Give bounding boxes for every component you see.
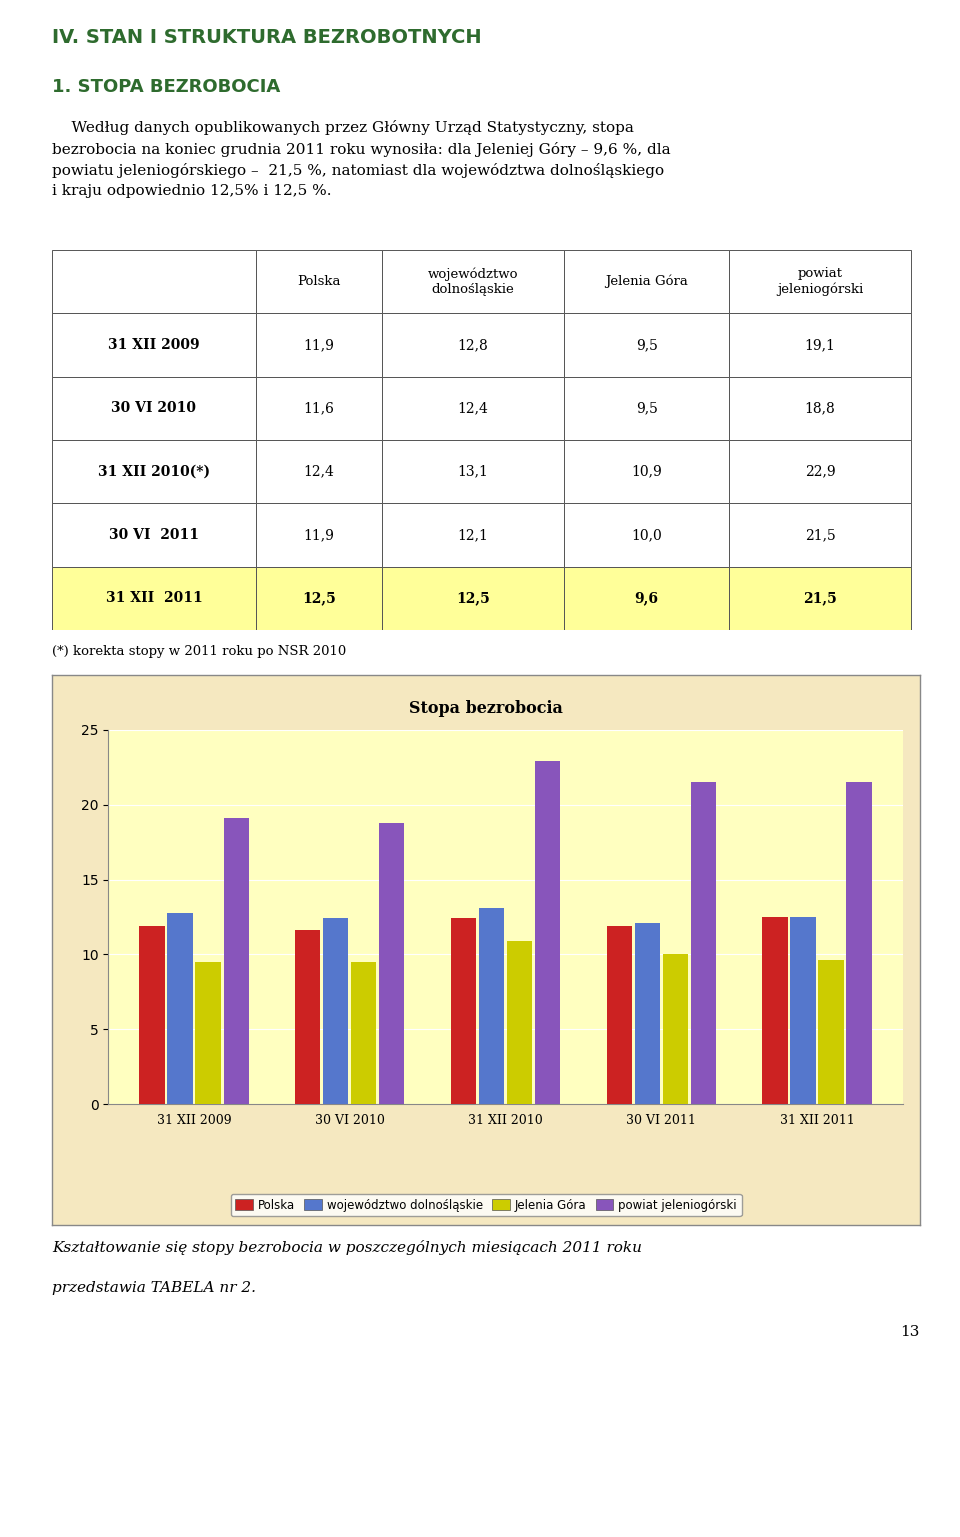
Text: 31 XII 2009: 31 XII 2009 bbox=[108, 338, 200, 352]
Bar bbox=[52, 251, 256, 314]
Text: 19,1: 19,1 bbox=[804, 338, 835, 352]
Text: przedstawia TABELA nr 2.: przedstawia TABELA nr 2. bbox=[52, 1282, 256, 1296]
Text: 31 XII  2011: 31 XII 2011 bbox=[106, 592, 203, 606]
Text: Jelenia Góra: Jelenia Góra bbox=[605, 275, 688, 289]
Text: 30 VI 2010: 30 VI 2010 bbox=[111, 401, 197, 415]
Text: IV. STAN I STRUKTURA BEZROBOTNYCH: IV. STAN I STRUKTURA BEZROBOTNYCH bbox=[52, 28, 482, 48]
Text: 31 XII 2010(*): 31 XII 2010(*) bbox=[98, 464, 210, 478]
Bar bbox=[382, 567, 564, 630]
Text: 11,6: 11,6 bbox=[303, 401, 334, 415]
Text: powiat
jeleniogórski: powiat jeleniogórski bbox=[777, 267, 863, 297]
Bar bbox=[256, 251, 382, 314]
Text: 11,9: 11,9 bbox=[303, 338, 334, 352]
Bar bbox=[52, 503, 256, 567]
Text: 12,5: 12,5 bbox=[302, 592, 336, 606]
Bar bbox=[729, 251, 911, 314]
Bar bbox=[729, 567, 911, 630]
Bar bbox=[382, 440, 564, 503]
Bar bbox=[564, 377, 729, 440]
Text: 12,8: 12,8 bbox=[458, 338, 489, 352]
Text: 12,1: 12,1 bbox=[458, 529, 489, 543]
Text: 21,5: 21,5 bbox=[804, 592, 837, 606]
Bar bbox=[382, 503, 564, 567]
Bar bbox=[729, 503, 911, 567]
Bar bbox=[382, 314, 564, 377]
Text: 1. STOPA BEZROBOCIA: 1. STOPA BEZROBOCIA bbox=[52, 78, 280, 97]
Bar bbox=[729, 440, 911, 503]
Text: 13,1: 13,1 bbox=[458, 464, 489, 478]
Bar bbox=[256, 377, 382, 440]
Bar bbox=[564, 314, 729, 377]
Bar bbox=[256, 314, 382, 377]
Text: 9,6: 9,6 bbox=[635, 592, 659, 606]
Text: Według danych opublikowanych przez Główny Urząd Statystyczny, stopa
bezrobocia n: Według danych opublikowanych przez Główn… bbox=[52, 120, 671, 198]
Text: Kształtowanie się stopy bezrobocia w poszczególnych miesiącach 2011 roku: Kształtowanie się stopy bezrobocia w pos… bbox=[52, 1240, 642, 1256]
Text: 21,5: 21,5 bbox=[804, 529, 835, 543]
Text: 10,9: 10,9 bbox=[632, 464, 662, 478]
Text: Stopa bezrobocia: Stopa bezrobocia bbox=[409, 699, 563, 716]
Bar bbox=[52, 567, 256, 630]
Text: województwo
dolnośląskie: województwo dolnośląskie bbox=[428, 267, 518, 297]
Bar bbox=[52, 377, 256, 440]
Bar bbox=[52, 440, 256, 503]
Bar bbox=[382, 377, 564, 440]
Bar bbox=[256, 503, 382, 567]
Text: 22,9: 22,9 bbox=[804, 464, 835, 478]
Text: 12,5: 12,5 bbox=[456, 592, 490, 606]
Text: Polska: Polska bbox=[298, 275, 341, 287]
Text: 12,4: 12,4 bbox=[458, 401, 489, 415]
Legend: Polska, województwo dolnośląskie, Jelenia Góra, powiat jeleniogórski: Polska, województwo dolnośląskie, Jeleni… bbox=[230, 1194, 741, 1216]
Bar bbox=[729, 377, 911, 440]
Text: 10,0: 10,0 bbox=[632, 529, 662, 543]
Bar bbox=[564, 251, 729, 314]
Text: 30 VI  2011: 30 VI 2011 bbox=[109, 529, 199, 543]
Text: (*) korekta stopy w 2011 roku po NSR 2010: (*) korekta stopy w 2011 roku po NSR 201… bbox=[52, 644, 347, 658]
Bar bbox=[256, 440, 382, 503]
Text: 18,8: 18,8 bbox=[804, 401, 835, 415]
Text: 9,5: 9,5 bbox=[636, 338, 658, 352]
Text: 9,5: 9,5 bbox=[636, 401, 658, 415]
Bar bbox=[256, 567, 382, 630]
Text: 12,4: 12,4 bbox=[303, 464, 334, 478]
Bar bbox=[564, 503, 729, 567]
Bar bbox=[52, 314, 256, 377]
Bar bbox=[729, 314, 911, 377]
Bar bbox=[564, 440, 729, 503]
Bar bbox=[382, 251, 564, 314]
Text: 13: 13 bbox=[900, 1325, 920, 1340]
Bar bbox=[564, 567, 729, 630]
Text: 11,9: 11,9 bbox=[303, 529, 334, 543]
